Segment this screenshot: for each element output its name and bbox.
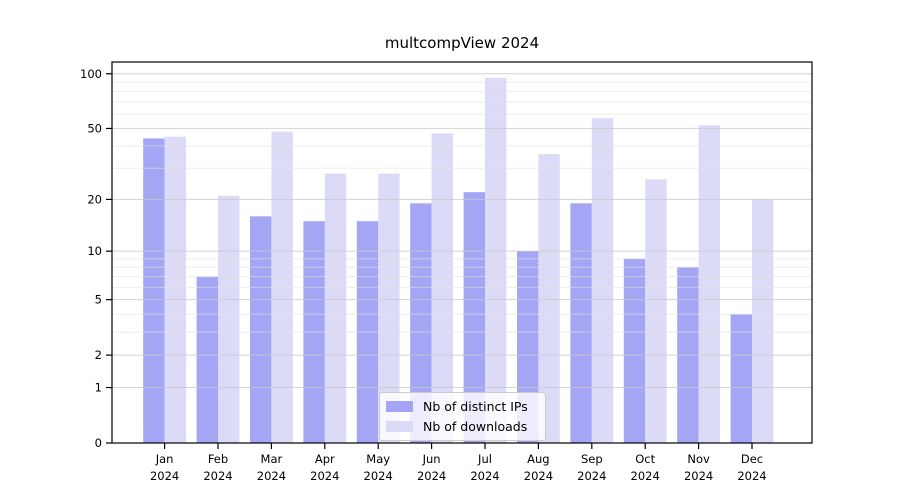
x-tick-label-month: Jul <box>477 452 492 466</box>
chart-title: multcompView 2024 <box>384 34 540 52</box>
x-tick-label-year: 2024 <box>150 469 179 483</box>
x-tick-label-month: Oct <box>635 452 655 466</box>
x-tick-label-year: 2024 <box>203 469 232 483</box>
x-tick-label-month: Jun <box>422 452 441 466</box>
x-tick-label-month: Jan <box>155 452 174 466</box>
x-tick-label-year: 2024 <box>470 469 499 483</box>
x-tick-label-month: Mar <box>261 452 283 466</box>
bar-downloads <box>324 173 347 443</box>
bar-downloads <box>645 179 667 443</box>
bar-distinct-ips <box>143 138 165 443</box>
x-tick-label-year: 2024 <box>631 469 660 483</box>
y-tick-label: 5 <box>95 293 102 307</box>
bar-downloads <box>591 118 614 443</box>
y-tick-label: 20 <box>87 192 102 206</box>
x-tick-label-month: Aug <box>527 452 549 466</box>
x-tick-label-month: Feb <box>208 452 228 466</box>
legend-label-distinct-ips: Nb of distinct IPs <box>423 399 528 414</box>
x-tick-label-month: Nov <box>687 452 710 466</box>
bar-distinct-ips <box>730 314 752 443</box>
bar-distinct-ips <box>463 192 485 443</box>
x-tick-label-year: 2024 <box>257 469 286 483</box>
legend: Nb of distinct IPs Nb of downloads <box>379 392 546 441</box>
x-tick-label-month: Apr <box>315 452 335 466</box>
bar-downloads <box>752 199 774 443</box>
y-tick-label: 2 <box>95 348 102 362</box>
x-tick-label-year: 2024 <box>417 469 446 483</box>
x-tick-label-year: 2024 <box>364 469 393 483</box>
x-tick-label-year: 2024 <box>737 469 766 483</box>
x-tick-label-month: Dec <box>741 452 763 466</box>
legend-label-downloads: Nb of downloads <box>423 419 528 434</box>
x-tick-label-month: May <box>366 452 390 466</box>
bar-distinct-ips <box>410 203 432 443</box>
y-tick-label: 100 <box>80 67 102 81</box>
bar-downloads <box>538 154 560 443</box>
bar-distinct-ips <box>196 276 218 443</box>
x-tick-label-year: 2024 <box>310 469 339 483</box>
bar-downloads <box>164 136 186 443</box>
bar-distinct-ips <box>250 216 272 443</box>
x-tick-label-year: 2024 <box>577 469 606 483</box>
bar-distinct-ips <box>570 203 592 443</box>
bar-downloads <box>698 125 720 444</box>
x-tick-label-year: 2024 <box>524 469 553 483</box>
bar-downloads <box>485 77 507 443</box>
bar-distinct-ips <box>623 258 646 443</box>
y-tick-label: 1 <box>95 381 102 395</box>
y-tick-label: 50 <box>87 121 102 135</box>
y-tick-label: 10 <box>87 244 102 258</box>
legend-item-distinct-ips: Nb of distinct IPs <box>386 399 537 414</box>
y-tick-label: 0 <box>95 436 102 450</box>
x-tick-label-year: 2024 <box>684 469 713 483</box>
x-tick-label-month: Sep <box>581 452 603 466</box>
plot-border <box>111 61 813 444</box>
legend-item-downloads: Nb of downloads <box>386 419 537 434</box>
legend-swatch-distinct-ips <box>386 401 413 412</box>
bar-downloads <box>431 133 453 443</box>
legend-swatch-downloads <box>386 421 413 432</box>
bar-downloads <box>378 173 400 443</box>
bar-downloads <box>218 195 240 443</box>
